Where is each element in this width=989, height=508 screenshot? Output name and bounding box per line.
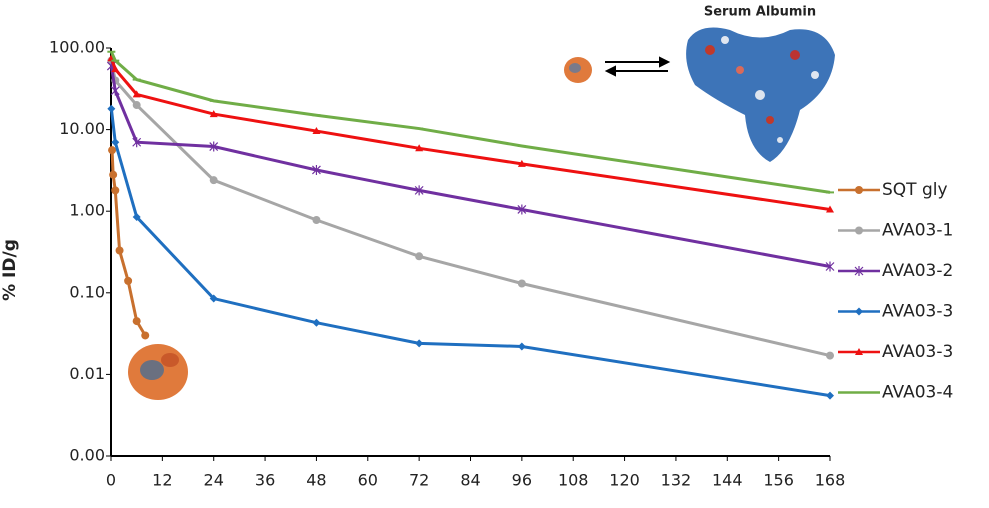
protein-small [128, 57, 592, 400]
x-tick-label: 12 [152, 471, 172, 490]
legend-marker [855, 348, 863, 355]
legend-marker [854, 266, 864, 276]
series-line [110, 150, 147, 337]
series-line [109, 51, 831, 194]
y-tick-label: 0.00 [69, 446, 105, 465]
point [132, 212, 141, 221]
arrows [604, 56, 671, 77]
legend-label: AVA03-3 [882, 302, 953, 322]
point [415, 252, 424, 261]
series-line [109, 60, 831, 358]
point [209, 110, 218, 118]
point [132, 101, 141, 110]
point [517, 342, 526, 351]
point [312, 164, 321, 175]
point [132, 317, 141, 326]
annotation: Serum Albumin [704, 5, 816, 20]
x-tick-label: 156 [763, 471, 794, 490]
series-line [109, 57, 831, 211]
y-tick-label: 0.01 [69, 364, 105, 383]
series [107, 104, 834, 400]
y-axis-label: % ID/g [0, 239, 20, 301]
albumin [686, 27, 835, 162]
legend-marker [855, 226, 863, 235]
point [111, 65, 120, 73]
x-tick-label: 84 [460, 471, 480, 490]
point [312, 318, 321, 327]
point [111, 138, 120, 147]
point [826, 205, 834, 213]
x-tick-label: 72 [409, 471, 429, 490]
x-tick-label: 36 [255, 471, 275, 490]
point [209, 141, 219, 152]
legend-label: AVA03-4 [882, 383, 953, 403]
point [108, 146, 117, 155]
legend-label: AVA03-3 [882, 342, 953, 362]
series [106, 61, 835, 272]
series [107, 56, 834, 360]
series [108, 146, 150, 340]
point [107, 104, 116, 113]
x-tick-label: 60 [358, 471, 378, 490]
legend-marker [855, 307, 863, 316]
point [312, 216, 321, 225]
point [132, 90, 141, 98]
point [109, 170, 118, 179]
point [209, 294, 218, 303]
y-tick-label: 0.10 [69, 282, 105, 301]
legend-label: AVA03-2 [882, 261, 953, 281]
point [111, 186, 120, 195]
point [141, 331, 150, 340]
point [517, 159, 526, 167]
point [209, 176, 218, 185]
point [115, 246, 124, 255]
y-tick-label: 10.00 [59, 119, 105, 138]
legend-marker [855, 186, 863, 194]
point [825, 261, 835, 272]
legend-label: SQT gly [882, 180, 948, 200]
x-tick-label: 108 [558, 471, 589, 490]
point [415, 144, 424, 152]
series [107, 50, 834, 194]
point [826, 351, 834, 360]
y-tick-label: 100.00 [49, 38, 105, 57]
x-tick-label: 24 [204, 471, 224, 490]
point [110, 85, 120, 96]
point [312, 127, 321, 135]
point [414, 185, 424, 196]
series [107, 54, 834, 213]
point [415, 339, 424, 348]
point [826, 391, 834, 400]
y-tick-label: 1.00 [69, 201, 105, 220]
legend-label: AVA03-1 [882, 221, 953, 241]
point [124, 276, 133, 285]
series-line [109, 108, 831, 398]
x-tick-label: 120 [609, 471, 640, 490]
x-tick-label: 0 [106, 471, 116, 490]
point [517, 279, 526, 288]
x-tick-label: 168 [815, 471, 846, 490]
x-tick-label: 48 [306, 471, 326, 490]
x-tick-label: 144 [712, 471, 743, 490]
series-line [109, 65, 831, 268]
x-tick-label: 132 [661, 471, 692, 490]
point [132, 137, 142, 148]
x-tick-label: 96 [512, 471, 532, 490]
point [517, 204, 527, 215]
